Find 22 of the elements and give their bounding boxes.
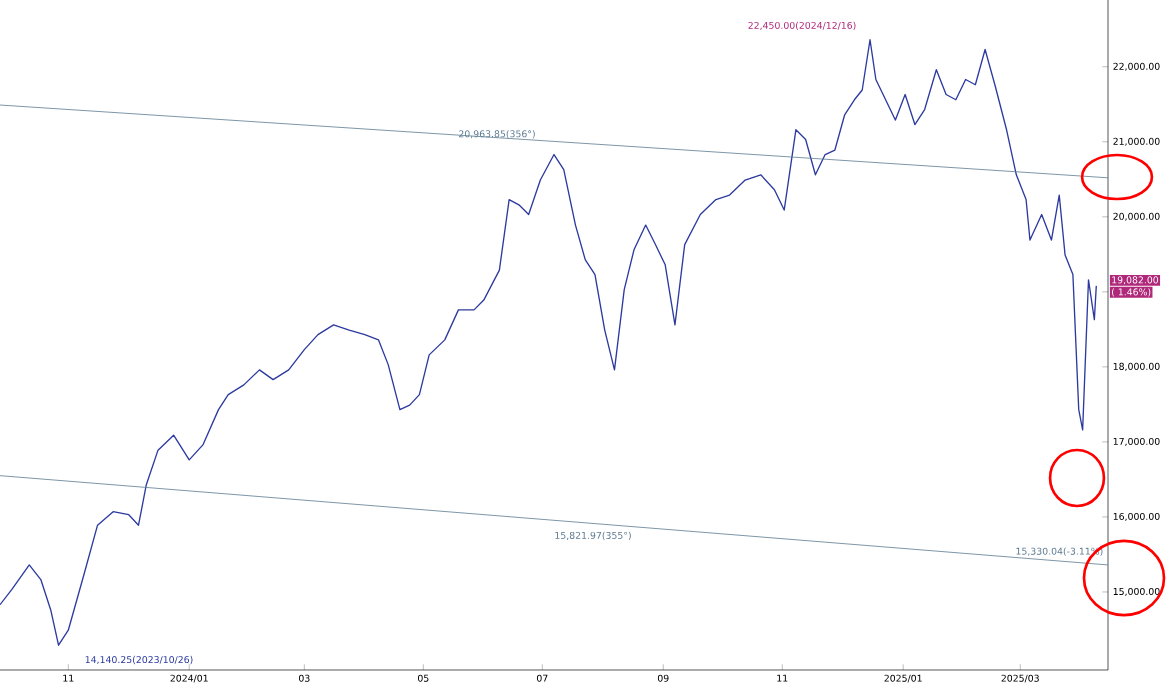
x-tick-label: 03 — [298, 674, 310, 682]
annotation: 22,450.00(2024/12/16) — [748, 21, 856, 31]
y-tick-label: 20,000.00 — [1113, 212, 1160, 221]
annotation: 14,140.25(2023/10/26) — [85, 655, 193, 665]
annotation: 19,082.00 — [1112, 276, 1159, 285]
y-tick-label: 21,000.00 — [1113, 137, 1160, 146]
annotation: 15,821.97(355°) — [555, 531, 631, 541]
annotation: ( 1.46%) — [1112, 288, 1151, 297]
x-tick-label: 05 — [417, 674, 429, 682]
y-tick-label: 18,000.00 — [1113, 362, 1160, 371]
y-tick-label: 16,000.00 — [1113, 512, 1160, 521]
y-tick-label: 22,000.00 — [1113, 62, 1160, 71]
annotation: 20,963.85(356°) — [459, 130, 535, 139]
x-tick-label: 2025/01 — [884, 674, 922, 683]
x-tick-label: 07 — [536, 674, 548, 682]
x-tick-label: 11 — [777, 674, 788, 682]
x-tick-label: 09 — [657, 674, 669, 682]
x-tick-label: 2024/01 — [170, 674, 208, 683]
x-tick-label: 2025/03 — [1001, 674, 1039, 683]
y-tick-label: 15,000.00 — [1113, 587, 1160, 596]
x-tick-label: 11 — [63, 674, 74, 682]
y-tick-label: 17,000.00 — [1113, 437, 1160, 446]
